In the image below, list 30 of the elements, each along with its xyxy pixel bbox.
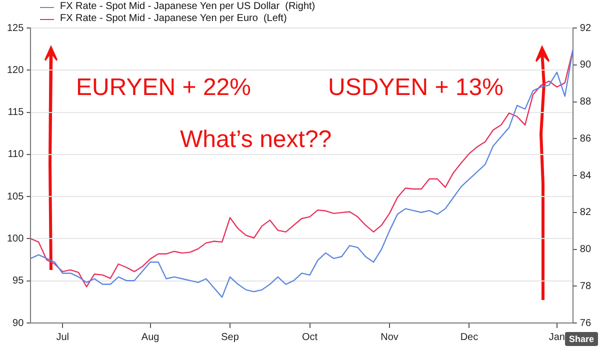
x-tick-label: Oct — [302, 332, 318, 343]
legend-label: FX Rate - Spot Mid - Japanese Yen per US Dollar (Right) — [60, 1, 316, 13]
legend-label: FX Rate - Spot Mid - Japanese Yen per Euro (Left) — [60, 13, 287, 25]
y2-tick-label: 86 — [580, 133, 592, 144]
y2-tick-label: 82 — [580, 207, 592, 218]
y-tick-label: 95 — [12, 276, 24, 287]
annotation: EURYEN + 22% — [76, 74, 251, 101]
text: Share — [564, 332, 598, 346]
y-tick-label: 115 — [8, 107, 24, 118]
y2-tick-label: 80 — [580, 244, 592, 255]
y-tick-label: 110 — [8, 149, 24, 160]
y-tick-label: 120 — [6, 64, 24, 76]
y2-tick-label: 90 — [580, 60, 592, 71]
y2-tick-label: 92 — [580, 22, 592, 34]
y2-tick-label: 78 — [580, 280, 592, 292]
y2-tick-label: 88 — [580, 96, 592, 108]
x-tick-label: Nov — [380, 332, 398, 343]
x-tick-label: Sep — [221, 332, 240, 343]
y-tick-label: 90 — [12, 318, 24, 329]
x-tick-label: Jan — [548, 332, 565, 343]
x-tick-label: Dec — [460, 332, 478, 343]
y-tick-label: 100 — [6, 233, 24, 244]
y-tick-label: 105 — [6, 191, 24, 202]
annotation: USDYEN + 13% — [328, 74, 504, 101]
x-tick-label: Jul — [56, 332, 69, 343]
annotation: What’s next?? — [180, 126, 332, 153]
y2-tick-label: 84 — [580, 170, 592, 182]
y2-tick-label: 76 — [580, 318, 592, 329]
x-tick-label: Aug — [141, 332, 160, 343]
y-tick-label: 125 — [6, 22, 24, 34]
